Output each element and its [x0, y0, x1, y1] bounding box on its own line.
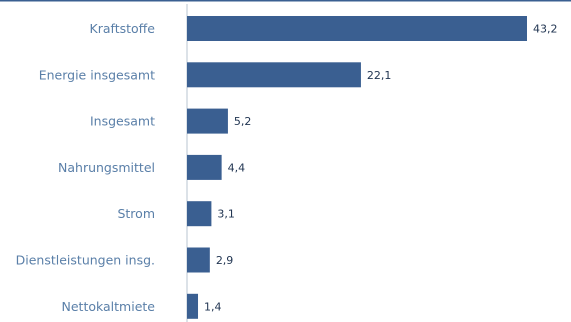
value-label: 22,1 — [367, 69, 392, 82]
bar — [187, 62, 361, 88]
category-label: Energie insgesamt — [39, 67, 155, 82]
bar — [187, 16, 527, 41]
category-label: Dienstleistungen insg. — [16, 253, 155, 268]
bar — [187, 108, 228, 134]
value-label: 43,2 — [533, 23, 558, 36]
category-label: Nettokaltmiete — [62, 299, 156, 314]
bar — [187, 154, 222, 180]
value-label: 1,4 — [204, 300, 222, 313]
value-label: 2,9 — [216, 254, 234, 267]
category-label: Insgesamt — [90, 114, 155, 129]
category-label: Strom — [117, 206, 155, 221]
category-label: Kraftstoffe — [90, 21, 156, 36]
bars-group: Kraftstoffe 43,2 Energie insgesamt 22,1 Insg… — [16, 16, 558, 319]
value-label: 4,4 — [228, 161, 246, 174]
value-label: 3,1 — [217, 208, 235, 221]
value-label: 5,2 — [234, 115, 252, 128]
category-label: Nahrungsmittel — [58, 160, 155, 175]
bar — [187, 247, 210, 273]
bar — [187, 293, 199, 319]
bar — [187, 201, 212, 227]
